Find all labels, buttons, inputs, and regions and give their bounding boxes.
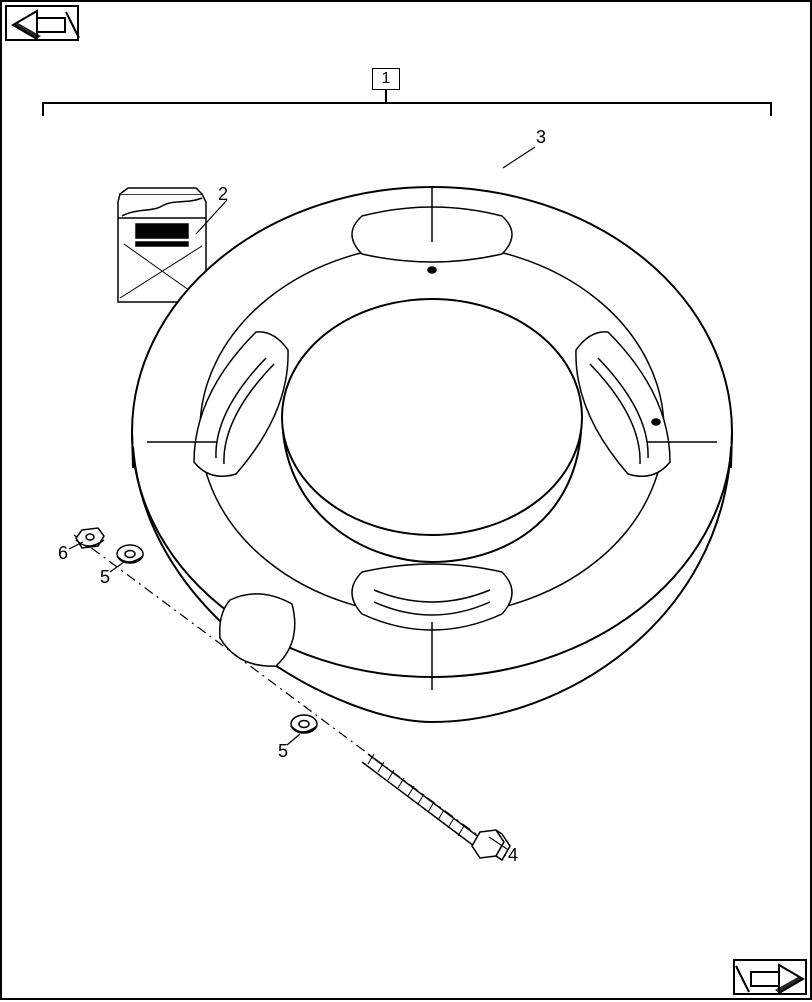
callout-6: 6 xyxy=(58,544,68,562)
callout-2: 2 xyxy=(218,185,228,203)
washer-outer xyxy=(117,545,143,563)
bracket-end-left xyxy=(42,102,44,116)
hex-nut xyxy=(76,528,104,548)
leader-lines xyxy=(69,147,535,849)
callout-4: 4 xyxy=(508,846,518,864)
group-bracket xyxy=(42,102,772,104)
prev-page-button[interactable] xyxy=(5,5,79,41)
next-page-button[interactable] xyxy=(733,959,807,995)
callout-5b: 5 xyxy=(100,568,110,586)
callout-5a: 5 xyxy=(278,742,288,760)
group-label-1: 1 xyxy=(372,68,400,90)
diagram-page: 1 xyxy=(0,0,812,1000)
bracket-end-right xyxy=(770,102,772,116)
wheel-weight xyxy=(132,187,732,722)
hex-bolt xyxy=(362,754,510,860)
exploded-diagram xyxy=(2,2,812,1002)
hardware-bag xyxy=(118,188,206,302)
assembly-axis xyxy=(74,535,507,857)
washer-inner xyxy=(291,715,317,733)
callout-3: 3 xyxy=(536,128,546,146)
